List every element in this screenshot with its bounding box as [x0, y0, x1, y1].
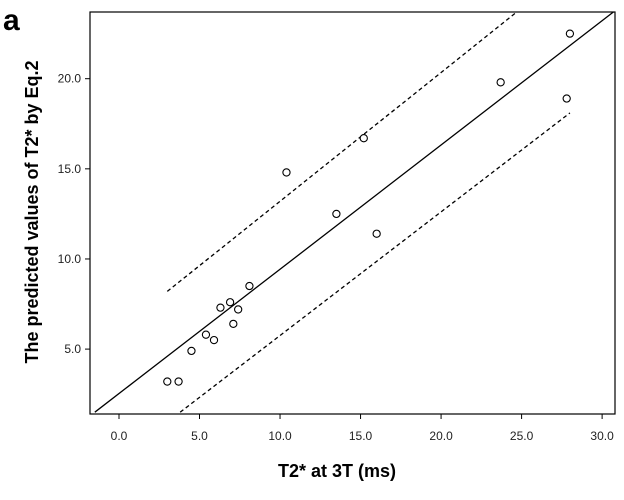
regression-line [94, 12, 614, 413]
data-point [209, 335, 219, 345]
x-tick-label: 25.0 [510, 429, 534, 443]
data-point [229, 319, 238, 329]
data-point [562, 94, 571, 103]
y-tick-label: 20.0 [58, 72, 82, 86]
data-point [332, 209, 341, 219]
data-point [187, 346, 196, 356]
data-point [245, 281, 254, 291]
y-tick-label: 15.0 [58, 162, 82, 176]
panel-label: a [3, 4, 20, 37]
x-tick-label: 0.0 [111, 429, 128, 443]
x-tick-label: 10.0 [268, 429, 292, 443]
data-point [282, 168, 291, 177]
data-point [496, 78, 505, 87]
data-point [234, 305, 243, 314]
x-axis-title: T2* at 3T (ms) [278, 461, 396, 481]
data-point [174, 377, 183, 386]
y-tick-label: 5.0 [64, 342, 81, 356]
data-point [372, 229, 381, 238]
x-tick-label: 30.0 [590, 429, 614, 443]
data-point [201, 330, 211, 339]
data-point [359, 134, 368, 143]
data-point [225, 298, 235, 307]
data-point [216, 303, 225, 312]
upper-prediction-band [166, 12, 518, 292]
x-tick-label: 20.0 [429, 429, 453, 443]
data-point [565, 29, 575, 38]
plot-area: 0.0 5.0 10.0 15.0 20.0 25.0 30.0 5.0 10.0 15.0 20.… [58, 11, 616, 443]
x-tick-label: 5.0 [191, 429, 208, 443]
y-tick-label: 10.0 [58, 252, 82, 266]
lower-prediction-band [179, 112, 571, 413]
y-axis-title: The predicted values of T2* by Eq.2 [22, 60, 42, 363]
x-tick-label: 15.0 [349, 429, 373, 443]
data-point [163, 377, 172, 386]
plot-frame [89, 11, 616, 415]
